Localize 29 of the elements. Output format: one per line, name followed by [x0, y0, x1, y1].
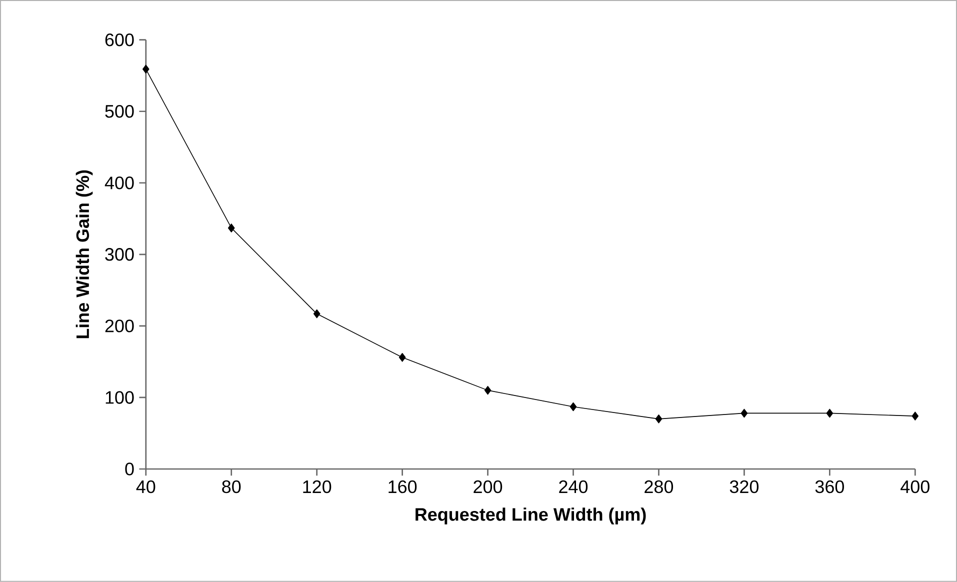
- y-tick-label: 400: [104, 176, 134, 190]
- y-tick-label: 300: [105, 248, 134, 261]
- x-tick-label: 200: [474, 480, 502, 494]
- x-tick-label: 280: [644, 480, 674, 494]
- point: [740, 408, 748, 418]
- x-tick-label: 120: [303, 480, 332, 494]
- y-tick-label: 0: [125, 462, 134, 476]
- point: [570, 402, 577, 412]
- x-tick-label: 360: [815, 480, 844, 494]
- point: [142, 64, 150, 74]
- point: [826, 408, 834, 418]
- y-tick-label: 500: [105, 105, 134, 118]
- x-tick-label: 80: [222, 480, 241, 494]
- y-tick-label: 600: [105, 34, 134, 46]
- x-tick-label: 240: [559, 480, 588, 494]
- x-tick-label: 40: [136, 480, 156, 494]
- point: [912, 412, 919, 421]
- x-tick-label: 320: [730, 480, 759, 494]
- x-tick-label: 160: [388, 480, 417, 494]
- point: [655, 414, 662, 424]
- y-axis-title: Line Width Gain (%): [76, 170, 93, 338]
- y-tick-label: 100: [106, 391, 134, 404]
- point: [484, 386, 492, 395]
- point: [313, 309, 320, 318]
- point: [228, 224, 235, 232]
- point: [398, 353, 406, 362]
- x-axis-title: Requested Line Width (µm): [416, 508, 646, 524]
- y-tick-label: 200: [105, 320, 134, 332]
- x-tick-label: 400: [900, 480, 930, 494]
